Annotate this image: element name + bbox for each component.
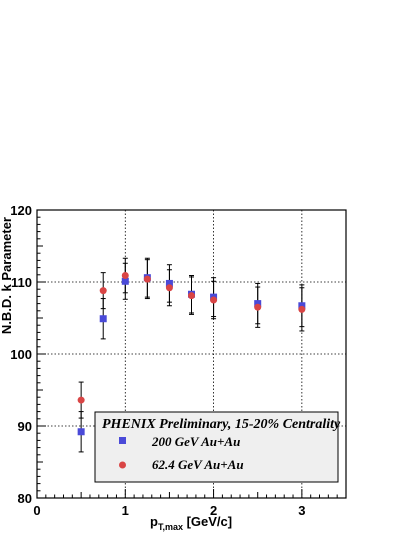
data-point-200gev (121, 277, 129, 285)
legend: PHENIX Preliminary, 15-20% Centrality 20… (94, 411, 341, 483)
tick-labels: 0 1 2 3 80 90 100 110 120 (10, 203, 305, 518)
data-point-62gev (254, 303, 262, 311)
y-axis-title: N.B.D. k Parameter (0, 217, 14, 334)
data-point-62gev (143, 275, 151, 283)
data-point-62gev (210, 296, 218, 304)
x-axis-title: pT,max [GeV/c] (150, 514, 232, 532)
x-axis-title-subscript: T,max (158, 522, 183, 532)
legend-title: PHENIX Preliminary, 15-20% Centrality (102, 417, 341, 432)
data-point-200gev (165, 279, 173, 287)
x-axis-title-main: p (150, 514, 158, 529)
y-tick-label: 110 (11, 275, 32, 290)
x-tick-label: 2 (210, 503, 217, 518)
data-point-62gev (99, 287, 107, 295)
legend-label-200gev: 200 GeV Au+Au (151, 434, 240, 449)
data-point-62gev (77, 396, 85, 404)
data-point-200gev (298, 302, 306, 310)
data-point-200gev (99, 315, 107, 323)
data-point-200gev (254, 300, 262, 308)
data-point-200gev (77, 428, 85, 436)
y-tick-label: 100 (10, 347, 32, 362)
x-tick-label: 3 (298, 503, 305, 518)
legend-marker-200gev (119, 437, 126, 444)
x-tick-label: 1 (122, 503, 129, 518)
data-point-62gev (165, 284, 173, 292)
legend-label-62gev: 62.4 GeV Au+Au (152, 457, 244, 472)
y-tick-label: 80 (18, 491, 32, 506)
data-markers (77, 272, 306, 436)
plot-frame (36, 209, 347, 499)
x-tick-label: 0 (33, 503, 40, 518)
data-point-62gev (188, 292, 195, 300)
y-tick-label: 90 (18, 419, 32, 434)
data-point-62gev (121, 272, 129, 280)
y-tick-label: 120 (10, 203, 32, 218)
data-point-62gev (298, 305, 306, 313)
legend-box (94, 411, 339, 483)
x-axis-title-unit: [GeV/c] (183, 514, 232, 529)
legend-marker-62gev (119, 461, 126, 469)
